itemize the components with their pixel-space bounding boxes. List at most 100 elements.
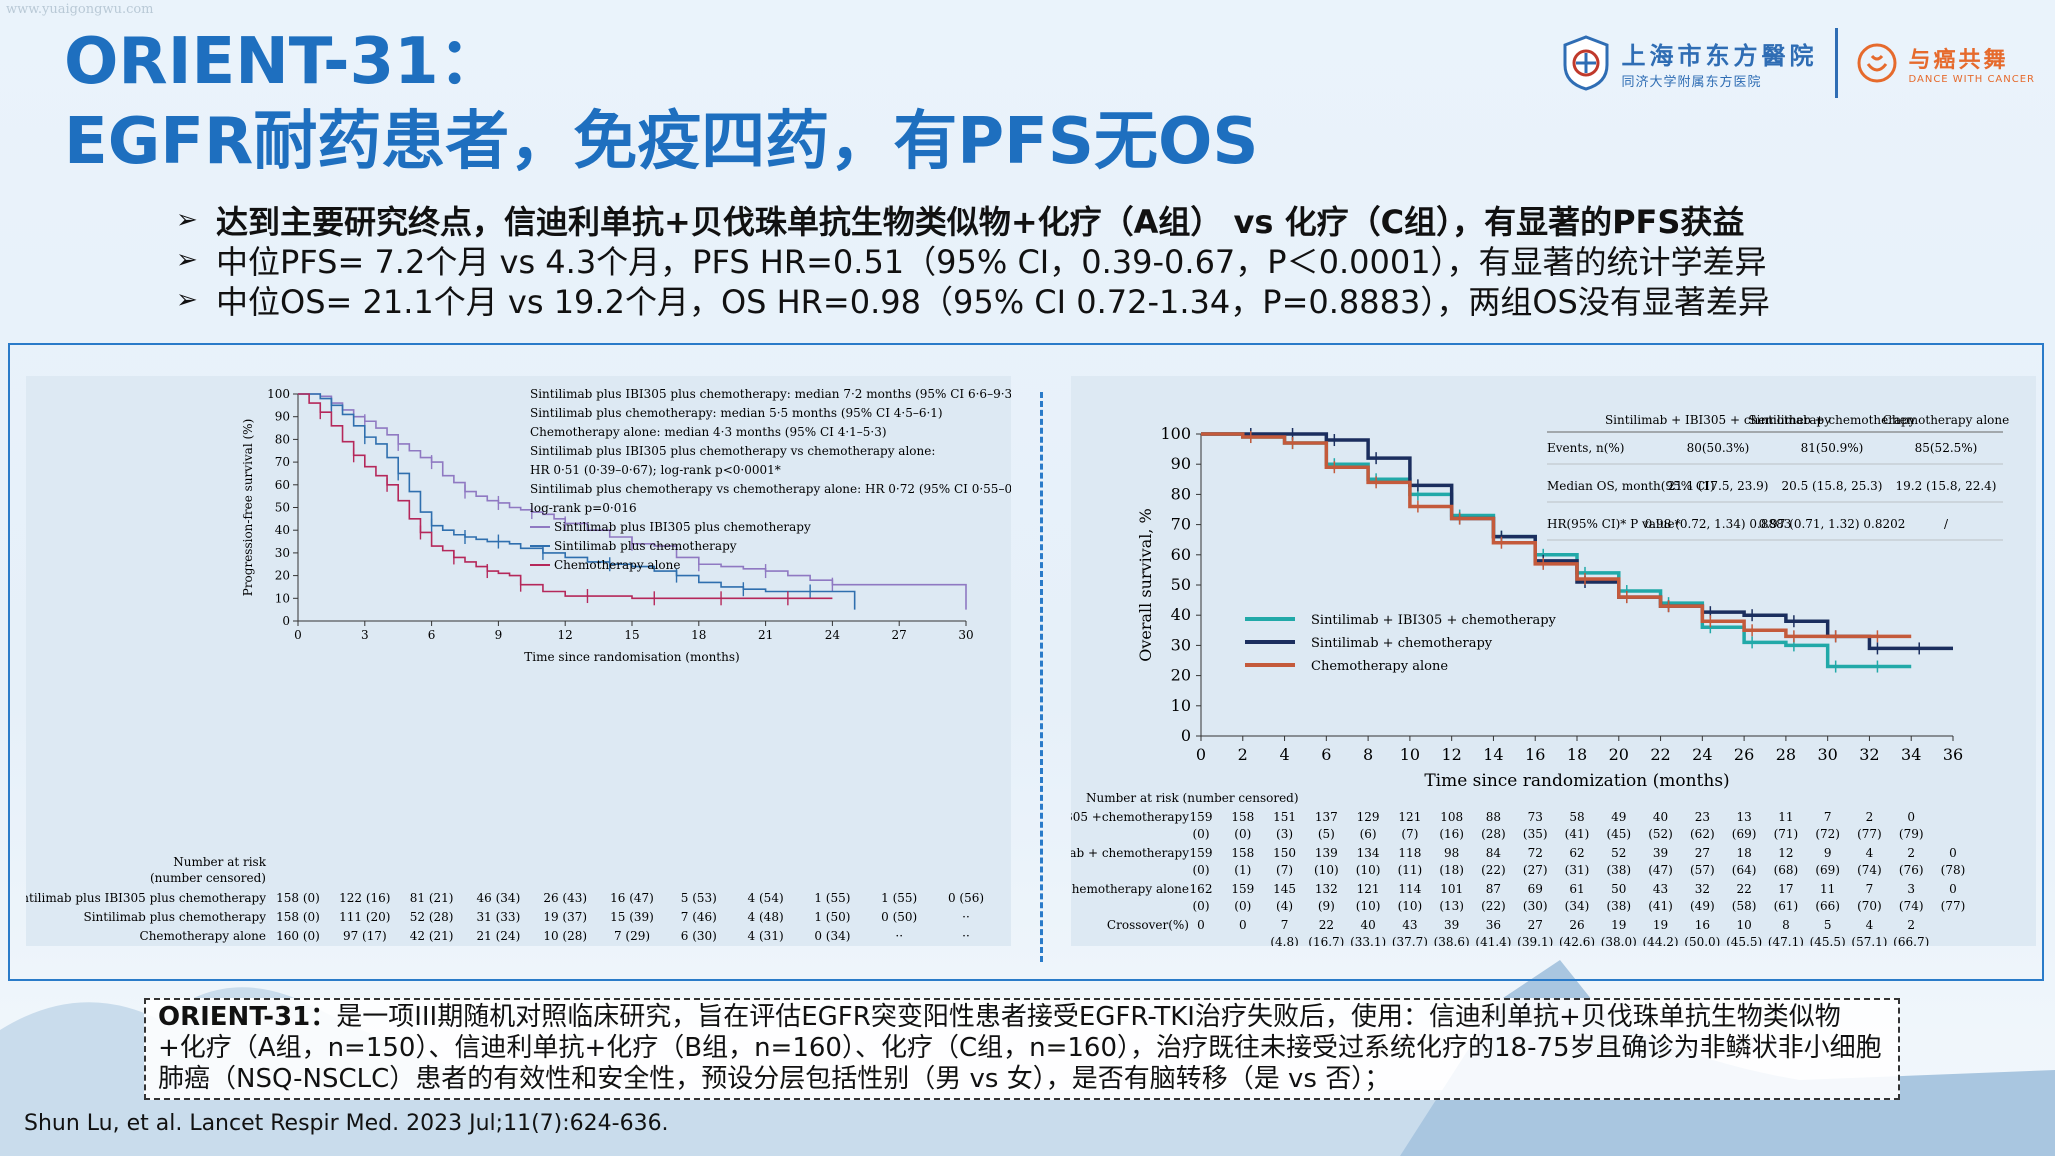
legend-label: Sintilimab + chemotherapy [1311,636,1493,651]
risk-censored-cell: (4) [1276,899,1293,913]
risk-censored-cell: (10) [1398,899,1423,913]
risk-cell: 134 [1357,846,1380,860]
risk-censored-cell: (50.0) [1684,935,1720,946]
risk-censored-cell: (18) [1439,863,1464,877]
risk-censored-cell: (0) [1193,863,1210,877]
risk-cell: 10 (28) [543,929,587,943]
risk-cell: 2 [1907,846,1915,860]
os-series-line-1 [1201,432,1953,651]
risk-cell: 4 (31) [748,929,784,943]
x-tick-label: 34 [1901,745,1921,764]
stat-annotation: Sintilimab plus chemotherapy: median 5·5… [530,406,943,420]
risk-cell: 16 [1695,918,1710,932]
risk-cell: 11 [1820,882,1835,896]
risk-censored-cell: (41.4) [1475,935,1511,946]
stat-annotation: log-rank p=0·016 [530,501,637,515]
stats-cell: / [1944,517,1949,531]
y-tick-label: 60 [1171,545,1191,564]
risk-cell: 121 [1357,882,1380,896]
x-axis-label: Time since randomization (months) [1424,771,1729,791]
x-tick-label: 32 [1859,745,1879,764]
x-tick-label: 10 [1400,745,1420,764]
risk-censored-cell: (57.1) [1851,935,1887,946]
x-tick-label: 26 [1734,745,1754,764]
risk-cell: 1 (50) [814,910,850,924]
pfs-chart-svg: 0 10 20 30 40 50 60 70 80 90 100 0 3 6 9 12 15 18 21 24 27 30… [9,387,1040,943]
legend-label: Sintilimab plus IBI305 plus chemotherapy [554,520,811,534]
risk-cell: 121 [1398,810,1421,824]
risk-cell: 158 (0) [276,891,320,905]
panel-divider [1040,392,1043,962]
risk-cell: 160 (0) [276,929,320,943]
legend-label: Sintilimab + IBI305 + chemotherapy [1311,613,1557,628]
y-tick-label: 50 [275,501,290,515]
risk-cell: 27 [1528,918,1543,932]
bullet-text: 中位PFS= 7.2个月 vs 4.3个月，PFS HR=0.51（95% CI… [216,243,1767,281]
x-tick-label: 15 [624,628,639,642]
y-tick-label: 20 [1171,666,1191,685]
risk-cell: 101 [1440,882,1463,896]
x-tick-label: 24 [1692,745,1712,764]
risk-censored-cell: (4.8) [1270,935,1298,946]
risk-cell: 23 [1695,810,1710,824]
risk-cell: 158 [1231,810,1254,824]
legend-label: Chemotherapy alone [554,558,680,572]
bullet-item: ➢ 中位OS= 21.1个月 vs 19.2个月，OS HR=0.98（95% C… [176,280,1770,321]
risk-cell: 50 [1611,882,1626,896]
x-tick-label: 3 [361,628,369,642]
risk-censored-cell: (62) [1690,827,1715,841]
risk-censored-cell: (58) [1732,899,1757,913]
risk-cell: 158 [1231,846,1254,860]
risk-censored-cell: (69) [1732,827,1757,841]
y-tick-label: 90 [275,410,290,424]
x-tick-label: 0 [294,628,302,642]
figure-panel [8,343,2044,981]
risk-censored-cell: (7) [1401,827,1418,841]
risk-censored-cell: (76) [1899,863,1924,877]
risk-cell: 81 (21) [410,891,454,905]
risk-censored-cell: (39.1) [1517,935,1553,946]
risk-cell: 22 [1319,918,1334,932]
risk-censored-cell: (3) [1276,827,1293,841]
y-tick-label: 20 [275,569,290,583]
risk-cell: 4 [1866,846,1874,860]
stats-col-header: Sintilimab + chemotherapy [1748,413,1915,427]
risk-cell: 114 [1398,882,1421,896]
risk-censored-cell: (9) [1318,899,1335,913]
risk-table-subheader: (number censored) [150,871,266,885]
risk-row-label: Chemotherapy alone [140,929,266,943]
risk-cell: 26 (43) [543,891,587,905]
x-tick-label: 24 [825,628,841,642]
risk-cell: 61 [1569,882,1584,896]
stat-annotation: Chemotherapy alone: median 4·3 months (9… [530,425,887,439]
bullet-item: ➢ 中位PFS= 7.2个月 vs 4.3个月，PFS HR=0.51（95% C… [176,240,1770,281]
risk-censored-cell: (47) [1648,863,1673,877]
risk-censored-cell: (33.1) [1350,935,1386,946]
risk-censored-cell: (66.7) [1893,935,1929,946]
bullet-list: ➢ 达到主要研究终点，信迪利单抗+贝伐珠单抗生物类似物+化疗（A组） vs 化疗（… [176,200,1770,321]
x-tick-label: 14 [1483,745,1503,764]
risk-censored-cell: (38.6) [1434,935,1470,946]
risk-censored-cell: (28) [1481,827,1506,841]
bullet-arrow-icon: ➢ [176,285,198,315]
risk-cell: 12 [1778,846,1793,860]
risk-cell: 49 [1611,810,1626,824]
risk-cell: 19 [1653,918,1668,932]
stats-cell: 21.1 (17.5, 23.9) [1668,479,1769,493]
risk-censored-cell: (41) [1648,899,1673,913]
risk-censored-cell: (1) [1234,863,1251,877]
risk-censored-cell: (10) [1356,899,1381,913]
stats-cell: 20.5 (15.8, 25.3) [1782,479,1883,493]
risk-cell: ·· [962,910,970,924]
risk-censored-cell: (5) [1318,827,1335,841]
risk-cell: 11 [1778,810,1793,824]
legend-label: Sintilimab plus chemotherapy [554,539,737,553]
risk-table-header: Number at risk (number censored) [1086,791,1299,805]
risk-cell: 0 [1907,810,1915,824]
risk-censored-cell: (10) [1314,863,1339,877]
x-tick-label: 18 [1567,745,1587,764]
risk-cell: 0 (50) [881,910,917,924]
risk-cell: 22 [1736,882,1751,896]
risk-censored-cell: (45) [1606,827,1631,841]
risk-censored-cell: (16.7) [1308,935,1344,946]
